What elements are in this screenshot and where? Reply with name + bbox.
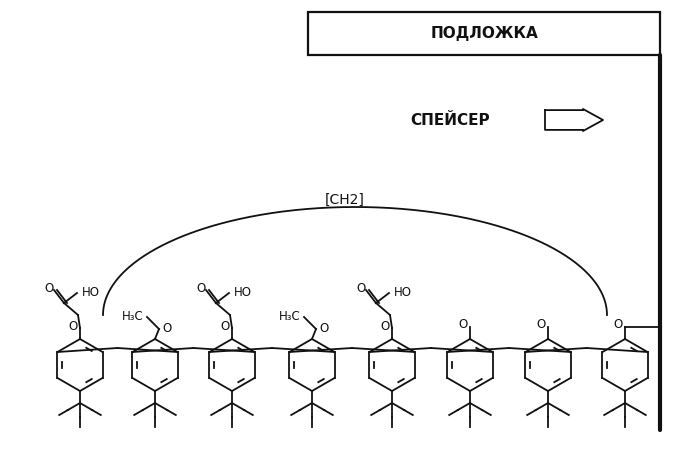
- Bar: [308, 12, 660, 55]
- Text: O: O: [162, 322, 172, 336]
- Text: O: O: [69, 320, 78, 334]
- Text: СПЕЙСЕР: СПЕЙСЕР: [410, 112, 490, 128]
- Text: O: O: [536, 319, 545, 331]
- Text: HO: HO: [234, 286, 252, 300]
- Text: O: O: [613, 319, 622, 331]
- Text: ПОДЛОЖКА: ПОДЛОЖКА: [430, 26, 538, 41]
- Text: HO: HO: [82, 286, 100, 300]
- Text: O: O: [356, 283, 365, 295]
- Text: [CH2]: [CH2]: [325, 193, 365, 207]
- Text: H₃C: H₃C: [122, 310, 144, 323]
- Text: O: O: [220, 320, 230, 334]
- Text: O: O: [44, 283, 54, 295]
- Text: O: O: [458, 319, 468, 331]
- Text: O: O: [380, 320, 390, 334]
- Text: O: O: [197, 283, 206, 295]
- Text: O: O: [319, 322, 328, 336]
- Text: H₃C: H₃C: [279, 310, 301, 323]
- Text: HO: HO: [394, 286, 412, 300]
